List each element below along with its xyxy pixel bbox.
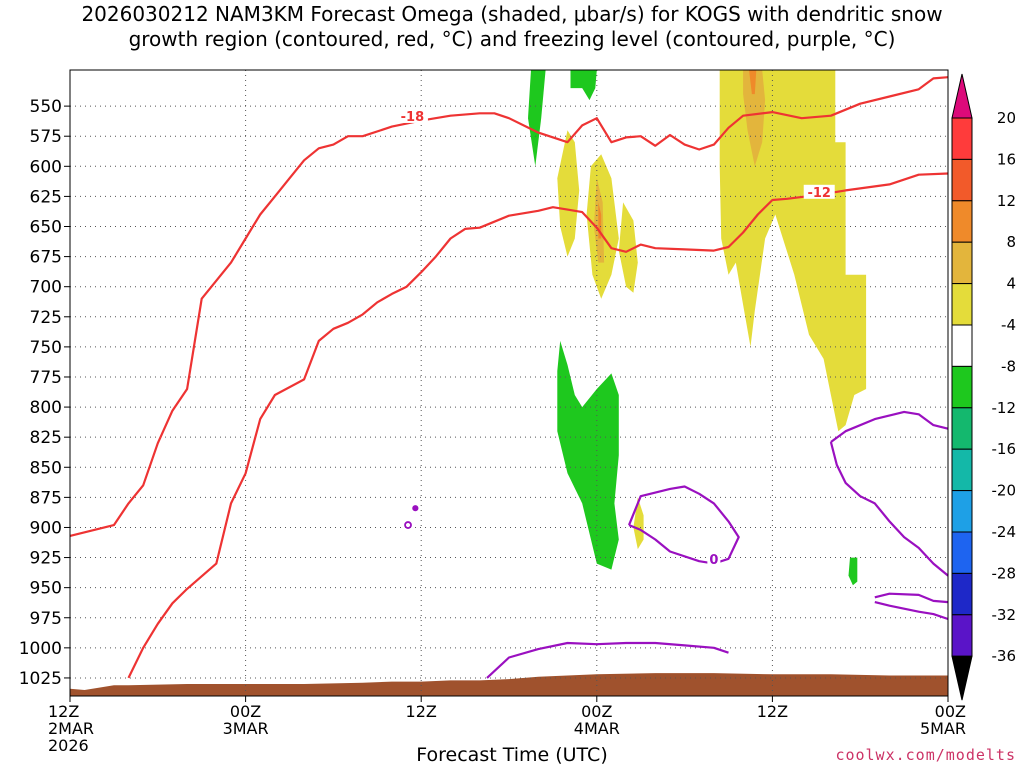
y-tick-label-650: 650 [30, 218, 62, 238]
y-axis-ticks: 550 575 600 625 650 675 700 725 750 775 800 825 850 8… [19, 97, 70, 689]
x-tick-label-36-1: 4MAR [574, 719, 620, 738]
colorbar-box-0 [951, 117, 973, 160]
x-tick-label-36-0: 00Z [581, 702, 612, 721]
contour-label-0: -18 [401, 110, 425, 125]
colorbar-label-3: 8 [1006, 233, 1016, 251]
colorbar-box-8 [951, 448, 973, 492]
contour-line-0 [69, 76, 949, 537]
colorbar: 20 16 12 8 4 -4 -8 -12 -16 -20 -24 -28 -32 -36 [951, 73, 1017, 701]
colorbar-box-2 [951, 200, 973, 243]
contour-lines: -18 -12 0 [69, 76, 949, 679]
colorbar-box-12 [951, 614, 973, 657]
freezing-dot-1 [412, 505, 419, 512]
colorbar-label-8: -16 [992, 440, 1017, 458]
y-tick-label-725: 725 [30, 308, 62, 328]
colorbar-bottom-arrow [951, 655, 973, 701]
colorbar-box-5 [951, 324, 973, 367]
contour-line-1 [127, 172, 949, 679]
colorbar-label-6: -8 [1001, 357, 1016, 375]
y-tick-label-700: 700 [30, 278, 62, 298]
freezing-dot-0 [404, 521, 412, 529]
contour-line-5 [829, 441, 949, 577]
y-tick-label-550: 550 [30, 97, 62, 117]
y-tick-label-950: 950 [30, 579, 62, 599]
chart-title: 2026030212 NAM3KM Forecast Omega (shaded… [0, 2, 1024, 52]
plot-frame [69, 69, 949, 697]
colorbar-label-0: 20 [997, 109, 1016, 127]
colorbar-label-11: -28 [992, 564, 1017, 582]
y-tick-label-1025: 1025 [19, 669, 62, 689]
terrain-ground [70, 673, 948, 696]
colorbar-label-2: 12 [997, 192, 1016, 210]
x-tick-label-60-1: 5MAR [920, 719, 966, 738]
colorbar-label-7: -12 [992, 399, 1017, 417]
credit-text: coolwx.com/modelts [835, 746, 1016, 764]
x-tick-label-48-0: 12Z [757, 702, 788, 721]
contour-label-2: 0 [709, 553, 718, 568]
x-tick-label-12-0: 00Z [230, 702, 261, 721]
contour-line-7 [874, 601, 949, 621]
colorbar-box-11 [951, 572, 973, 616]
terrain-layer [70, 673, 948, 696]
title-line-2: growth region (contoured, red, °C) and f… [128, 27, 896, 51]
y-tick-label-1000: 1000 [19, 639, 62, 659]
contour-line-2 [627, 485, 740, 565]
colorbar-label-1: 16 [997, 150, 1016, 168]
omega-region-2 [557, 340, 619, 570]
title-line-1: 2026030212 NAM3KM Forecast Omega (shaded… [81, 2, 943, 26]
colorbar-label-12: -32 [992, 606, 1017, 624]
omega-region-4 [557, 130, 580, 257]
colorbar-label-10: -24 [992, 523, 1017, 541]
y-tick-label-675: 675 [30, 248, 62, 268]
omega-region-6 [618, 202, 638, 293]
x-tick-label-0-0: 12Z [48, 702, 79, 721]
colorbar-box-6 [951, 365, 973, 409]
y-tick-label-750: 750 [30, 338, 62, 358]
y-tick-label-600: 600 [30, 157, 62, 177]
y-tick-label-625: 625 [30, 187, 62, 207]
colorbar-label-13: -36 [992, 647, 1017, 665]
colorbar-label-4: 4 [1006, 275, 1016, 293]
colorbar-box-4 [951, 283, 973, 326]
x-tick-label-12-1: 3MAR [223, 719, 269, 738]
y-tick-label-900: 900 [30, 518, 62, 538]
colorbar-box-10 [951, 531, 973, 574]
y-tick-label-975: 975 [30, 609, 62, 629]
omega-region-3 [848, 557, 858, 586]
y-tick-label-775: 775 [30, 368, 62, 388]
omega-region-9 [743, 70, 766, 167]
contour-line-3 [486, 641, 729, 679]
x-tick-label-24-0: 12Z [406, 702, 437, 721]
y-tick-label-925: 925 [30, 549, 62, 569]
colorbar-label-5: -4 [1001, 316, 1016, 334]
omega-region-0 [528, 70, 546, 167]
contour-label-1: -12 [807, 186, 831, 201]
contour-line-6 [874, 592, 949, 604]
y-tick-label-800: 800 [30, 398, 62, 418]
colorbar-top-arrow [951, 73, 973, 119]
colorbar-label-9: -20 [992, 482, 1017, 500]
omega-shading [528, 70, 867, 586]
x-axis-label: Forecast Time (UTC) [416, 744, 608, 766]
contour-label-bg-1 [803, 184, 835, 199]
y-tick-label-825: 825 [30, 428, 62, 448]
x-tick-label-0-2: 2026 [48, 736, 89, 755]
omega-region-1 [570, 70, 597, 101]
colorbar-box-3 [951, 241, 973, 285]
colorbar-box-1 [951, 158, 973, 202]
colorbar-box-7 [951, 407, 973, 450]
colorbar-box-9 [951, 490, 973, 533]
omega-region-11 [749, 70, 757, 95]
y-tick-label-850: 850 [30, 458, 62, 478]
x-tick-label-60-0: 00Z [935, 702, 966, 721]
contour-label-bg-0 [396, 108, 428, 123]
y-tick-label-875: 875 [30, 488, 62, 508]
contour-line-4 [830, 410, 949, 443]
y-tick-label-575: 575 [30, 127, 62, 147]
contour-label-bg-2 [707, 551, 721, 566]
x-tick-label-0-1: 2MAR [48, 719, 94, 738]
